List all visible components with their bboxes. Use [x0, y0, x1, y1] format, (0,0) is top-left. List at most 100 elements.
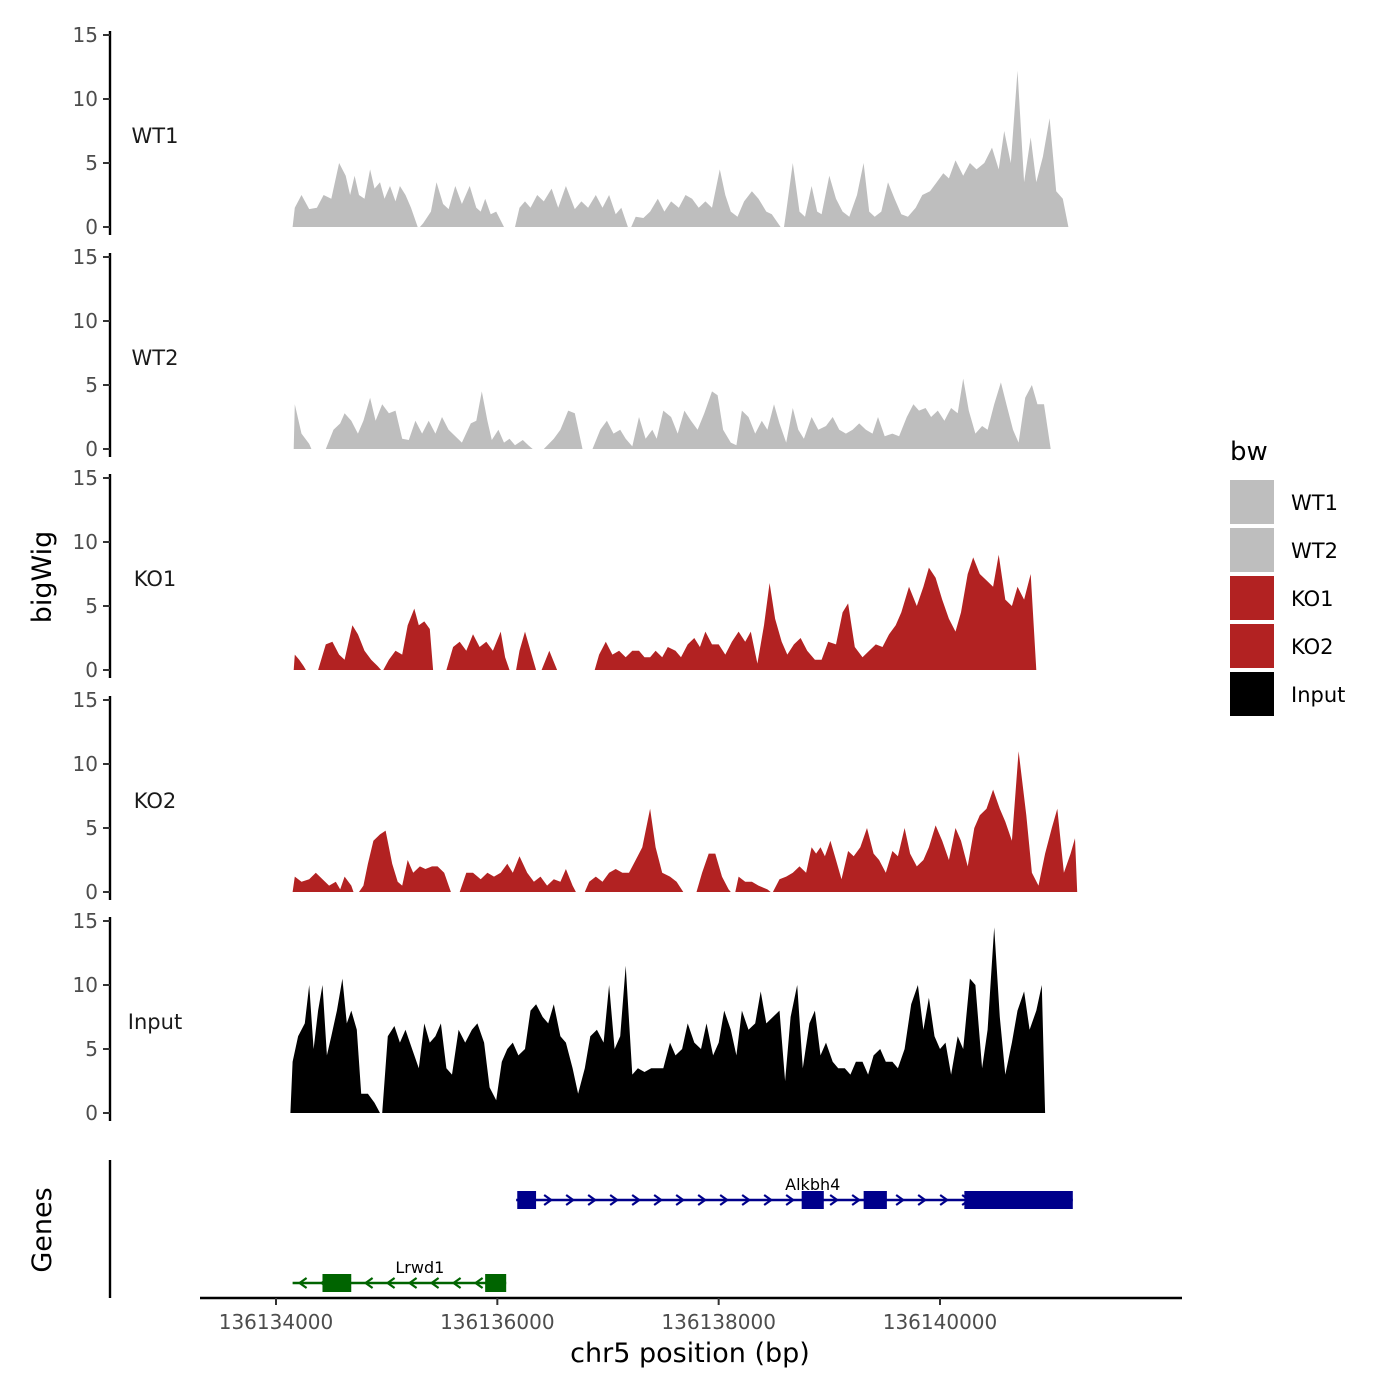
area-wt2 [293, 404, 312, 449]
y-tick-label: 0 [85, 1101, 98, 1125]
y-tick-label: 10 [73, 530, 98, 554]
area-wt2 [325, 391, 533, 449]
y-tick-label: 5 [85, 816, 98, 840]
y-tick-label: 15 [73, 909, 98, 933]
y-tick-label: 10 [73, 973, 98, 997]
strand-arrow [451, 1277, 462, 1289]
strand-arrow [385, 1277, 396, 1289]
track-label: Input [128, 1010, 182, 1034]
legend-label: WT1 [1291, 491, 1338, 515]
track-label: WT2 [132, 346, 179, 370]
legend-swatch [1230, 528, 1274, 572]
area-wt2 [543, 410, 583, 449]
legend-label: Input [1291, 683, 1345, 707]
legend-item-ko2: KO2 [1230, 624, 1334, 668]
exon [517, 1191, 537, 1209]
strand-arrow [543, 1194, 554, 1206]
area-wt2 [592, 378, 1051, 449]
track-ko2: 0 5 10 15 KO2 [73, 688, 1078, 904]
strand-arrow [763, 1194, 774, 1206]
y-tick-label: 0 [85, 437, 98, 461]
legend-swatch [1230, 576, 1274, 620]
strand-arrow [697, 1194, 708, 1206]
strand-arrow [895, 1194, 906, 1206]
x-tick-label: 136136000 [440, 1310, 555, 1334]
legend-swatch [1230, 480, 1274, 524]
track-label: KO2 [134, 789, 177, 813]
strand-arrow [609, 1194, 620, 1206]
strand-arrow [741, 1194, 752, 1206]
y-tick-label: 15 [73, 245, 98, 269]
exon [801, 1191, 824, 1209]
area-ko1 [293, 654, 306, 670]
strand-arrow [297, 1277, 308, 1289]
track-input: 0 5 10 15 Input [73, 909, 1046, 1125]
area-ko2 [696, 853, 731, 892]
y-tick-label: 10 [73, 87, 98, 111]
strand-arrow [363, 1277, 374, 1289]
legend-swatch [1230, 672, 1274, 716]
y-tick-label: 15 [73, 23, 98, 47]
strand-arrow [719, 1194, 730, 1206]
x-tick-label: 136140000 [883, 1310, 998, 1334]
y-tick-label: 10 [73, 752, 98, 776]
legend-title: bw [1230, 437, 1268, 467]
area-ko2 [292, 872, 354, 892]
y-tick-label: 0 [85, 215, 98, 239]
y-tick-label: 5 [85, 373, 98, 397]
exon [485, 1274, 507, 1292]
y-tick-label: 5 [85, 594, 98, 618]
area-wt1 [419, 182, 504, 227]
area-input [382, 927, 1046, 1113]
legend-item-wt1: WT1 [1230, 480, 1338, 524]
genes-axis-title: Genes [27, 1187, 58, 1272]
track-label: WT1 [132, 124, 179, 148]
strand-arrow [587, 1194, 598, 1206]
x-tick-label: 136134000 [219, 1310, 334, 1334]
exon [964, 1191, 1073, 1209]
y-tick-label: 15 [73, 688, 98, 712]
track-wt1: 0 5 10 15 WT1 [73, 23, 1069, 239]
area-ko2 [459, 856, 576, 892]
legend-item-input: Input [1230, 672, 1345, 716]
strand-arrow [565, 1194, 576, 1206]
gene-alkbh4: Alkbh4 [516, 1175, 1073, 1209]
area-wt1 [631, 169, 781, 227]
x-tick-label: 136138000 [661, 1310, 776, 1334]
legend-label: KO1 [1291, 587, 1334, 611]
legend-label: KO2 [1291, 635, 1334, 659]
gene-track: Alkbh4 Lrwd1 [108, 1160, 1073, 1298]
x-axis: 136134000 136136000 136138000 136140000 [200, 1296, 1182, 1334]
area-ko1 [516, 631, 537, 670]
area-ko2 [584, 808, 684, 892]
x-axis-title: chr5 position (bp) [570, 1338, 810, 1369]
area-ko1 [594, 554, 1037, 670]
area-ko2 [772, 751, 1078, 892]
legend-item-wt2: WT2 [1230, 528, 1338, 572]
strand-arrow [851, 1194, 862, 1206]
y-tick-label: 0 [85, 658, 98, 682]
area-ko2 [735, 876, 771, 892]
exon [863, 1191, 887, 1209]
legend-item-ko1: KO1 [1230, 576, 1334, 620]
y-tick-label: 5 [85, 151, 98, 175]
legend-label: WT2 [1291, 539, 1338, 563]
area-ko1 [318, 625, 382, 670]
y-tick-label: 5 [85, 1037, 98, 1061]
strand-arrow [653, 1194, 664, 1206]
track-ko1: 0 5 10 15 KO1 [73, 466, 1037, 682]
track-wt2: 0 5 10 15 WT2 [73, 245, 1051, 461]
legend: bw WT1 WT2 KO1 KO2 Input [1230, 437, 1345, 716]
strand-arrow [675, 1194, 686, 1206]
y-tick-label: 15 [73, 466, 98, 490]
area-wt1 [515, 186, 628, 227]
bigwig-tracks: 0 5 10 15 WT1 0 5 10 15 WT2 0 5 10 15 KO1 0 5 10 15 KO2 0 5 10… [73, 23, 1078, 1125]
y-tick-label: 10 [73, 309, 98, 333]
strand-arrow [429, 1277, 440, 1289]
exon [322, 1274, 352, 1292]
strand-arrow [829, 1194, 840, 1206]
y-tick-label: 0 [85, 880, 98, 904]
track-label: KO1 [134, 567, 177, 591]
gene-label: Lrwd1 [395, 1258, 444, 1277]
